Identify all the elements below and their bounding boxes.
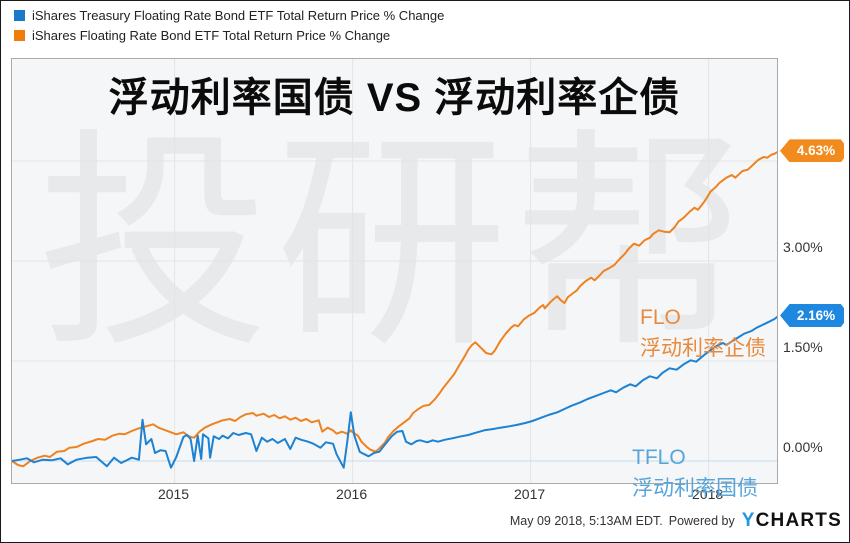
tflo-line (12, 316, 777, 469)
tflo-ticker: TFLO (632, 446, 686, 469)
chart-canvas (12, 59, 777, 483)
footer: May 09 2018, 5:13AM EDT. Powered by YCHA… (510, 511, 842, 530)
legend-label-flo: iShares Floating Rate Bond ETF Total Ret… (32, 28, 391, 43)
tflo-series-label: TFLO 浮动利率国债 (632, 442, 758, 504)
x-axis-label-2018: 2018 (692, 486, 724, 502)
x-axis-label-2015: 2015 (157, 486, 190, 502)
legend-item-flo: iShares Floating Rate Bond ETF Total Ret… (14, 28, 444, 43)
ycharts-logo-y: Y (741, 510, 756, 531)
y-axis-label-1.50%: 1.50% (783, 339, 823, 355)
flo-color-swatch-icon (14, 30, 25, 41)
legend-label-tflo: iShares Treasury Floating Rate Bond ETF … (32, 8, 445, 23)
timestamp: May 09 2018, 5:13AM EDT. (509, 513, 663, 528)
tflo-color-swatch-icon (14, 10, 25, 21)
ycharts-logo: YCHARTS (742, 511, 842, 530)
legend: iShares Treasury Floating Rate Bond ETF … (14, 8, 444, 48)
flo-series-label: FLO 浮动利率企债 (640, 302, 766, 364)
tflo-end-value-badge: 2.16% (780, 304, 844, 327)
chart-title: 浮动利率国债 VS 浮动利率企债 (108, 76, 681, 120)
flo-end-value-badge: 4.63% (780, 139, 844, 163)
x-axis-label-2016: 2016 (335, 486, 368, 502)
ycharts-logo-charts: CHARTS (755, 510, 842, 531)
tflo-cn-name: 浮动利率国债 (632, 477, 758, 500)
y-axis-label-3.00%: 3.00% (783, 239, 823, 255)
x-axis-label-2017: 2017 (514, 486, 546, 502)
plot-area: 投研帮 浮动利率国债 VS 浮动利率企债 FLO 浮动利率企债 TFLO 浮动利… (11, 58, 778, 500)
y-axis-label-0.00%: 0.00% (783, 439, 823, 455)
powered-by-label: Powered by (668, 513, 735, 528)
flo-cn-name: 浮动利率企债 (640, 337, 766, 360)
flo-ticker: FLO (640, 306, 681, 329)
flo-line (12, 151, 777, 468)
legend-item-tflo: iShares Treasury Floating Rate Bond ETF … (14, 8, 444, 23)
